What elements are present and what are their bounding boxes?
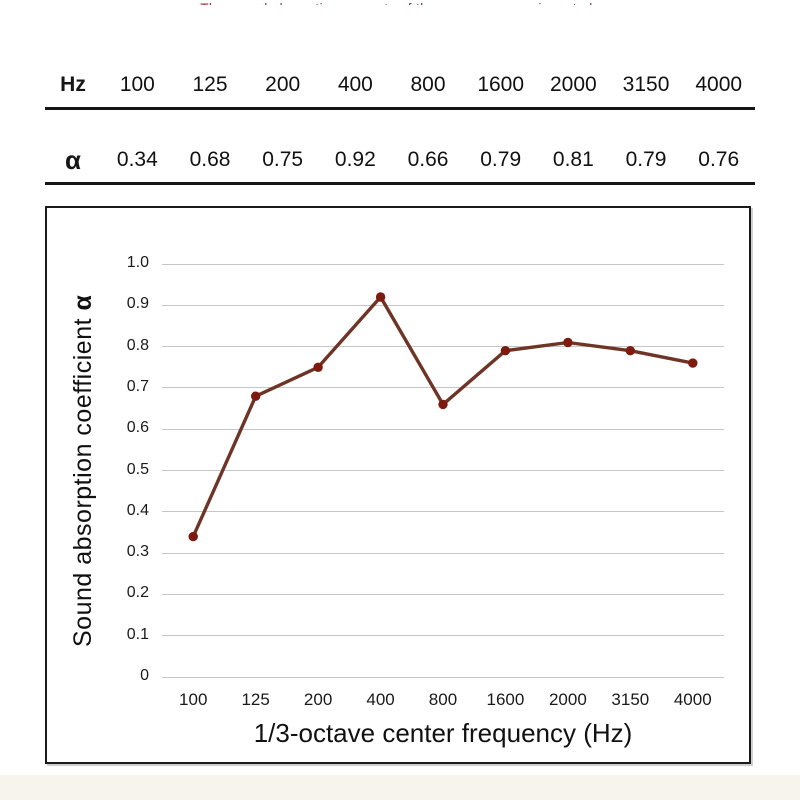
data-point <box>625 346 635 356</box>
x-tick-label: 100 <box>179 690 208 709</box>
x-tick-label: 800 <box>428 690 458 709</box>
gridline <box>162 593 724 595</box>
bottom-strip <box>0 775 800 800</box>
table-cell: 4000 <box>695 72 743 96</box>
y-tick-label: 0.8 <box>126 336 149 354</box>
x-axis-title: 1/3-octave center frequency (Hz) <box>253 718 633 748</box>
table-cell: 0.81 <box>552 147 594 171</box>
gridline <box>162 552 724 554</box>
gridline <box>162 511 724 513</box>
gridline <box>162 387 724 389</box>
clipped-red-text-content: The sound absorption property of the por… <box>200 0 600 5</box>
data-point <box>375 292 386 302</box>
x-tick-label: 4000 <box>673 690 712 709</box>
y-tick-label: 0.2 <box>126 584 149 602</box>
row-label-hz: Hz <box>60 72 86 96</box>
data-point <box>688 358 698 368</box>
chart-panel: Sound absorption coefficient α 1/3-octav… <box>45 206 751 764</box>
x-tick-label: 200 <box>303 690 333 709</box>
table-cell: 0.68 <box>189 147 231 171</box>
x-tick-label: 3150 <box>611 690 650 709</box>
table-cell: 0.79 <box>625 147 667 171</box>
data-line <box>191 295 695 539</box>
table-cell: 400 <box>337 72 373 96</box>
absorption-line-chart <box>188 292 698 542</box>
data-point <box>251 391 261 401</box>
gridline <box>162 304 724 306</box>
gridline <box>162 263 724 265</box>
clipped-red-text: The sound absorption property of the por… <box>0 0 800 5</box>
y-tick-label: 0.5 <box>126 460 149 478</box>
x-tick-label: 400 <box>366 690 395 709</box>
data-point <box>188 531 198 542</box>
data-point <box>438 399 448 410</box>
gridline <box>162 470 724 471</box>
plot-area <box>162 263 724 678</box>
table-cell: 0.92 <box>334 147 376 171</box>
table-cell: 2000 <box>550 72 597 96</box>
table-cell: 0.79 <box>480 147 522 171</box>
table-cell: 0.34 <box>116 147 158 171</box>
table-cell: 200 <box>265 72 301 96</box>
y-tick-label: 0 <box>140 667 149 684</box>
table-cell: 800 <box>410 72 446 96</box>
y-tick-label: 0.7 <box>126 377 149 395</box>
hz-values: 100 125 200 400 800 1600 2000 3150 4000 <box>101 73 755 97</box>
table-cell: 3150 <box>622 72 670 96</box>
y-tick-label: 0.1 <box>126 625 149 643</box>
gridline <box>162 635 724 637</box>
x-tick-label: 125 <box>241 690 270 709</box>
x-tick-label: 1600 <box>486 690 525 709</box>
y-tick-label: 0.9 <box>126 295 149 313</box>
y-tick-label: 0.3 <box>126 543 149 561</box>
y-tick-label: 0.6 <box>126 419 149 437</box>
table-cell: 0.76 <box>698 147 740 171</box>
y-tick-label: 1.0 <box>126 254 149 271</box>
table-cell: 125 <box>192 72 228 96</box>
data-point <box>500 346 511 356</box>
gridline <box>162 428 724 430</box>
table-cell: 0.75 <box>262 147 304 171</box>
data-point <box>313 362 323 372</box>
table-cell: 1600 <box>477 72 525 96</box>
y-tick-label: 0.4 <box>126 501 149 519</box>
row-label-alpha: α <box>65 144 81 175</box>
alpha-row: α 0.34 0.68 0.75 0.92 0.66 0.79 0.81 0.79 0.76 <box>45 137 755 185</box>
x-tick-label: 2000 <box>548 690 587 709</box>
gridline <box>162 346 724 348</box>
alpha-values: 0.34 0.68 0.75 0.92 0.66 0.79 0.81 0.79 0.76 <box>101 148 755 172</box>
table-cell: 0.66 <box>407 147 449 171</box>
table-cell: 100 <box>119 72 155 96</box>
hz-row: Hz 100 125 200 400 800 1600 2000 3150 4000 <box>45 62 755 110</box>
data-point <box>563 337 573 348</box>
gridline <box>162 676 724 678</box>
